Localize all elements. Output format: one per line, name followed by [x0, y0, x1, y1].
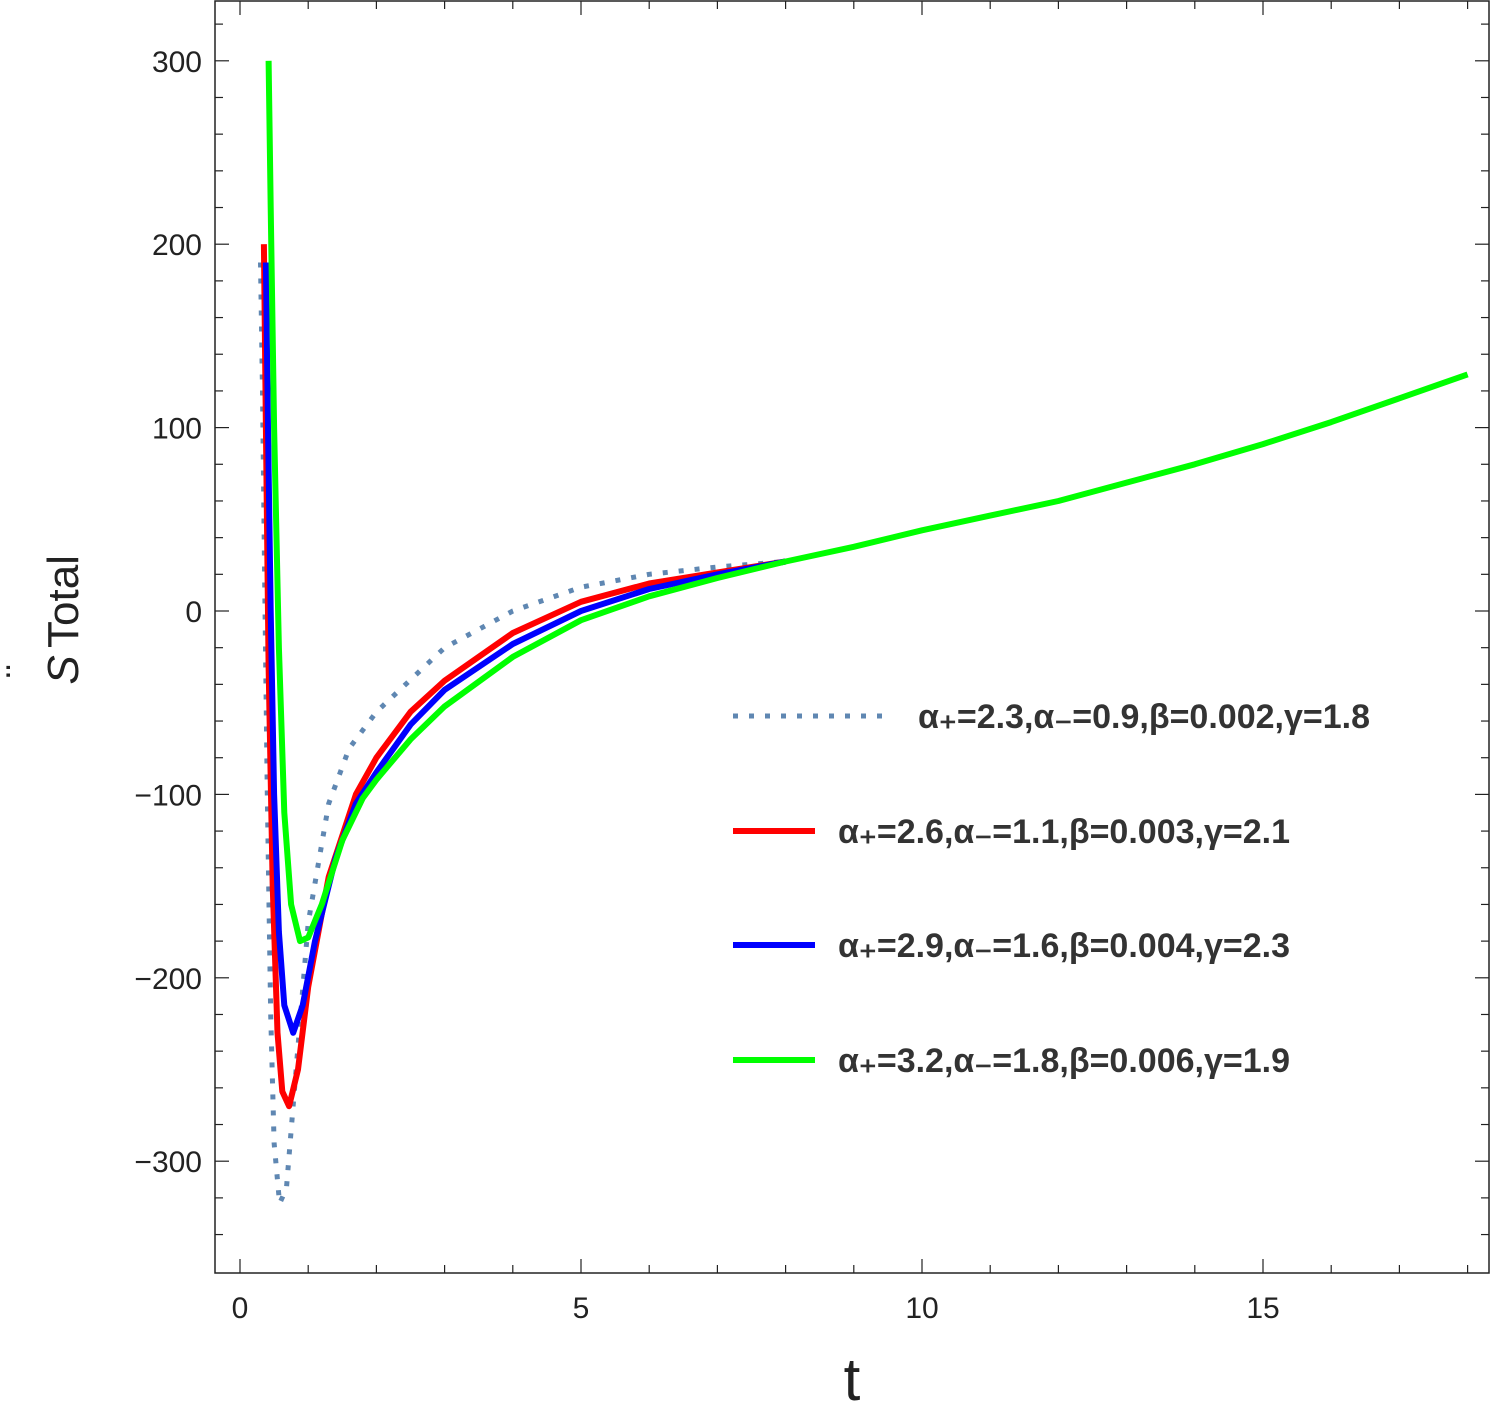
legend: α₊=2.3,α₋=0.9,β=0.002,γ=1.8 α₊=2.6,α₋=1.1… — [733, 698, 1370, 1080]
series-layer — [258, 60, 1469, 1206]
y-axis-title-dots: ¨ — [0, 664, 43, 677]
y-tick-label: −200 — [134, 963, 202, 996]
y-tick-label: 100 — [152, 413, 202, 446]
y-axis-title-symbol: S — [39, 655, 88, 684]
legend-label-2: α₊=2.6,α₋=1.1,β=0.003,γ=2.1 — [838, 813, 1290, 851]
y-tick-label: 200 — [152, 229, 202, 262]
x-tick-label: 10 — [905, 1292, 938, 1325]
series-line-2 — [260, 244, 787, 1110]
axis-ticks: 0 5 10 15 −300 −200 −100 0 100 200 300 — [134, 1, 1489, 1325]
x-tick-label: 15 — [1246, 1292, 1279, 1325]
plot-box — [214, 0, 1490, 1274]
series-line-1 — [258, 262, 786, 1206]
legend-label-4: α₊=3.2,α₋=1.8,β=0.006,γ=1.9 — [838, 1042, 1290, 1080]
y-tick-label: 300 — [152, 46, 202, 79]
y-tick-label: 0 — [185, 596, 202, 629]
y-axis-title: S ¨ Total — [0, 555, 88, 685]
x-tick-label: 5 — [573, 1292, 590, 1325]
plot-frame — [214, 0, 1490, 1274]
legend-label-1: α₊=2.3,α₋=0.9,β=0.002,γ=1.8 — [918, 698, 1370, 736]
x-tick-label: 0 — [232, 1292, 249, 1325]
series-line-4 — [265, 60, 1469, 945]
y-axis-title-text: Total — [39, 555, 88, 648]
x-axis-title: t — [844, 1346, 861, 1413]
y-tick-label: −100 — [134, 779, 202, 812]
legend-label-3: α₊=2.9,α₋=1.6,β=0.004,γ=2.3 — [838, 927, 1290, 965]
y-tick-label: −300 — [134, 1146, 202, 1179]
